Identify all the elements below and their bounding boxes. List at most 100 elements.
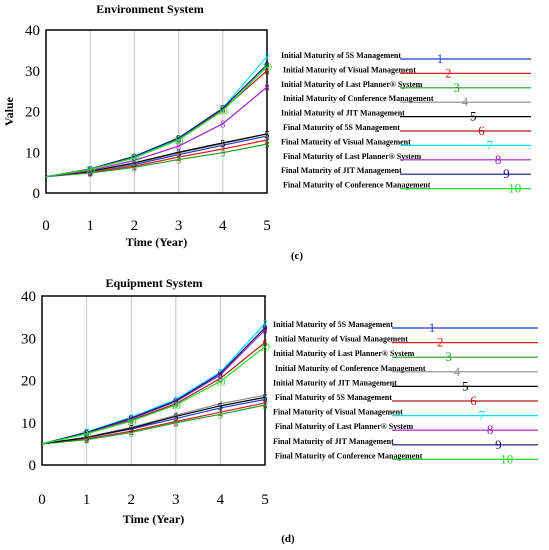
y-tick-label: 40 (25, 23, 40, 39)
data-point: 4 (218, 400, 223, 411)
data-point: 6 (218, 374, 223, 385)
y-tick-label: 30 (21, 331, 36, 347)
x-tick-label: 3 (172, 492, 180, 508)
data-point: 3 (132, 163, 137, 174)
legend-marker: 1 (429, 320, 436, 335)
data-point: 5 (132, 159, 137, 170)
legend-entry: Final Maturity of Last Planner® System (275, 422, 414, 431)
x-axis-label: Time (Year) (123, 512, 184, 526)
series-line-5 (41, 396, 266, 445)
data-point: 10 (262, 63, 272, 74)
series-line-9 (41, 327, 266, 445)
data-point: 2 (265, 136, 270, 147)
data-point: 6 (84, 429, 89, 440)
legend-marker: 3 (453, 80, 460, 95)
data-point: 9 (218, 369, 223, 380)
data-point: 8 (176, 142, 181, 153)
legend-entry: Initial Maturity of Last Planner® System (273, 349, 415, 358)
data-point: 1 (218, 404, 223, 415)
data-point: 4 (88, 168, 93, 179)
data-point: 7 (132, 153, 137, 164)
data-point: 9 (265, 61, 270, 72)
legend-marker: 6 (470, 393, 477, 408)
data-point: 2 (84, 435, 89, 446)
data-point: 2 (220, 145, 225, 156)
legend-entry: Initial Maturity of Visual Management (283, 65, 416, 74)
data-point: 5 (265, 130, 270, 141)
data-point: 8 (218, 371, 223, 382)
data-point: 8 (84, 429, 89, 440)
data-point: 4 (132, 160, 137, 171)
data-point: 7 (263, 319, 268, 330)
data-point: 9 (263, 324, 268, 335)
data-point: 10 (129, 154, 139, 165)
x-tick-label: 1 (86, 218, 94, 234)
data-point: 5 (173, 412, 178, 423)
data-point: 2 (263, 399, 268, 410)
data-point: 5 (263, 393, 268, 404)
legend-entry: Final Maturity of JIT Management (273, 437, 394, 446)
data-point: 5 (129, 424, 134, 435)
x-axis-label: Time (Year) (126, 235, 187, 249)
legend-entry: Final Maturity of Last Planner® System (283, 152, 422, 161)
x-tick-label: 2 (127, 492, 135, 508)
legend-entry: Final Maturity of Visual Management (281, 137, 411, 146)
data-point: 6 (132, 153, 137, 164)
panel-label: (d) (281, 533, 295, 545)
data-point: 4 (263, 391, 268, 402)
data-point: 5 (218, 402, 223, 413)
data-point: 6 (263, 338, 268, 349)
y-tick-label: 30 (25, 64, 40, 80)
data-point: 5 (84, 434, 89, 445)
x-tick-label: 3 (175, 218, 183, 234)
legend-entry: Initial Maturity of 5S Management (281, 51, 401, 60)
data-point: 8 (132, 156, 137, 167)
y-tick-label: 0 (33, 186, 41, 202)
data-point: 8 (220, 120, 225, 131)
legend-marker: 5 (462, 378, 469, 393)
x-tick-label: 4 (219, 218, 227, 234)
data-point: 5 (220, 139, 225, 150)
y-tick-label: 20 (25, 105, 40, 121)
legend-marker: 1 (437, 51, 444, 66)
data-point: 8 (88, 167, 93, 178)
legend-entry: Final Maturity of 5S Management (283, 123, 400, 132)
data-point: 3 (129, 428, 134, 439)
legend-entry: Final Maturity of Conference Management (283, 181, 431, 190)
data-point: 10 (215, 377, 225, 388)
legend-marker: 9 (503, 166, 510, 181)
legend-marker: 6 (478, 123, 485, 138)
plot-frame (45, 29, 268, 194)
data-point: 8 (265, 83, 270, 94)
data-point: 10 (82, 430, 92, 441)
data-point: 10 (218, 107, 228, 118)
data-point: 3 (265, 140, 270, 151)
series-line-2 (41, 402, 266, 445)
legend-entry: Initial Maturity of Conference Managemen… (275, 364, 426, 373)
data-point: 3 (220, 149, 225, 160)
legend-marker: 9 (495, 437, 502, 452)
legend-marker: 10 (500, 451, 513, 466)
chart-title: Equipment System (105, 276, 202, 290)
series-line-3 (45, 143, 268, 178)
data-point: 9 (129, 414, 134, 425)
data-point: 10 (174, 136, 184, 147)
series-line-5 (45, 133, 268, 178)
y-tick-label: 10 (21, 416, 36, 432)
data-point: 2 (88, 168, 93, 179)
data-point: 1 (173, 415, 178, 426)
data-point: 1 (265, 132, 270, 143)
data-point: 3 (84, 436, 89, 447)
legend-entry: Initial Maturity of JIT Management (273, 378, 397, 387)
data-point: 3 (176, 156, 181, 167)
data-point: 3 (263, 401, 268, 412)
y-tick-label: 0 (29, 458, 37, 474)
legend-marker: 8 (495, 152, 502, 167)
data-point: 6 (265, 67, 270, 78)
series-line-10 (41, 346, 266, 445)
legend-marker: 3 (445, 349, 452, 364)
y-tick-label: 20 (21, 374, 36, 390)
